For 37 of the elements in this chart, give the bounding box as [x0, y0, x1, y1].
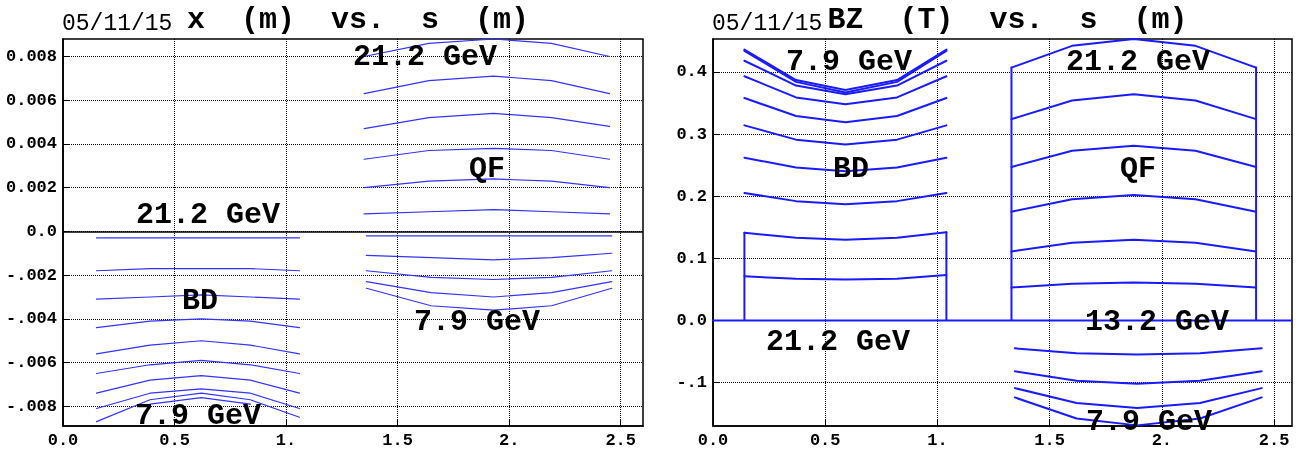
y-tick-label: -.1 [676, 373, 707, 393]
annotation: 21.2 GeV [1065, 45, 1211, 79]
x-tick-label: 1. [927, 431, 948, 450]
x-tick-label: 0.0 [697, 431, 729, 450]
chart-title: BZ (T) vs. s (m) [827, 3, 1188, 37]
y-tick-label: 0.1 [676, 248, 707, 268]
y-tick-label: 0.2 [676, 186, 707, 206]
y-tick-label: 0.0 [676, 310, 707, 330]
x-tick-label: 2.5 [1258, 431, 1290, 450]
y-tick-label: 0.3 [676, 124, 707, 144]
annotation: QF [1119, 152, 1157, 186]
y-tick-label: 0.4 [676, 62, 707, 82]
x-tick-label: 0.5 [159, 431, 190, 450]
annotation: 21.2 GeV [765, 325, 911, 359]
annotation: 21.2 GeV [135, 198, 281, 232]
x-tick-label: 2. [498, 431, 520, 450]
x-tick-label: 1.5 [382, 431, 413, 450]
y-tick-label: 0.0 [26, 221, 57, 241]
y-tick-label: 0.002 [5, 178, 57, 198]
chart-title: x (m) vs. s (m) [186, 3, 530, 37]
text: 05/11/15 [62, 10, 173, 37]
annotation: 7.9 GeV [785, 45, 913, 79]
y-tick-label: -.002 [5, 265, 57, 285]
x-tick-label: 0.0 [47, 431, 79, 450]
text: 05/11/15 [712, 10, 823, 37]
y-tick-label: -.006 [5, 353, 57, 373]
annotation: QF [468, 152, 506, 186]
x-tick-label: 0.5 [809, 431, 841, 450]
x-tick-label: 1.5 [1034, 431, 1065, 450]
annotation: 7.9 GeV [413, 305, 541, 339]
x-tick-label: 2.5 [605, 431, 636, 450]
x-tick-label: 1. [275, 431, 297, 450]
y-tick-label: 0.004 [5, 134, 57, 154]
y-tick-label: -.004 [5, 309, 57, 329]
y-tick-label: 0.008 [5, 46, 57, 66]
y-tick-label: -.008 [5, 396, 57, 416]
y-tick-label: 0.006 [5, 90, 57, 110]
